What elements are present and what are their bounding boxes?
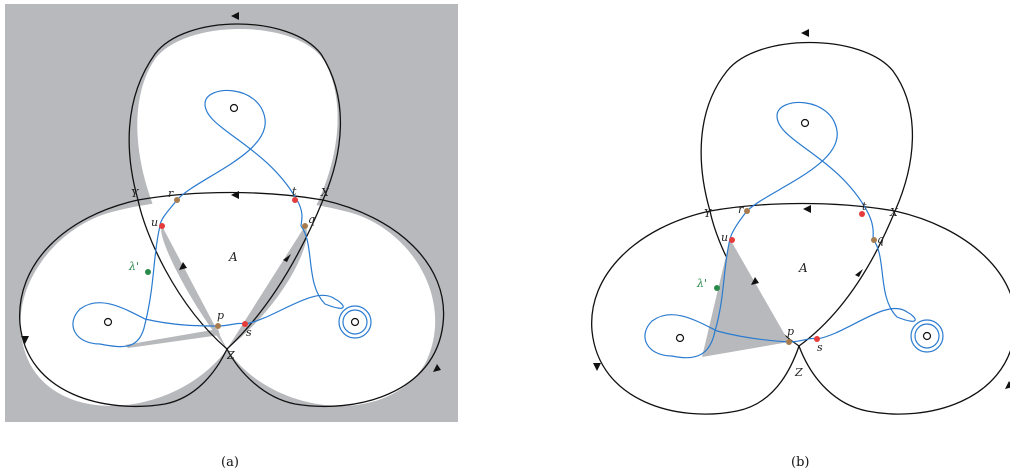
point-p	[786, 339, 792, 345]
blue-curve	[72, 89, 372, 348]
label-A: A	[228, 250, 238, 264]
panel-b: Y X Z A r t q u p s λ' (b)	[591, 29, 1010, 470]
caption-b: (b)	[791, 455, 809, 470]
puncture-top	[800, 118, 810, 128]
black-loops	[19, 23, 445, 408]
label-A: A	[798, 261, 808, 275]
label-Z: Z	[794, 366, 803, 379]
puncture-left	[103, 317, 113, 327]
orientation-arrows	[21, 12, 441, 372]
label-X: X	[320, 186, 330, 199]
label-p: p	[787, 325, 794, 338]
label-X: X	[889, 206, 899, 219]
point-t	[859, 211, 865, 217]
point-u	[729, 237, 735, 243]
label-p: p	[217, 309, 224, 322]
label-lambda: λ'	[696, 277, 707, 290]
puncture-right	[350, 317, 360, 327]
shaded-triangle	[702, 239, 789, 357]
label-t: t	[292, 185, 297, 198]
puncture-right	[922, 331, 932, 341]
label-r: r	[738, 203, 744, 216]
label-lambda: λ'	[128, 260, 139, 273]
label-q: q	[877, 233, 884, 246]
label-r: r	[168, 187, 174, 200]
label-q: q	[308, 213, 315, 226]
point-t	[292, 197, 298, 203]
puncture-top	[229, 103, 239, 113]
label-u: u	[151, 216, 158, 229]
label-s: s	[246, 326, 252, 339]
point-s	[814, 336, 820, 342]
point-lambda	[145, 269, 151, 275]
label-s: s	[817, 341, 823, 354]
shaded-sliver	[125, 329, 220, 348]
point-p	[215, 323, 221, 329]
blue-curve	[644, 101, 944, 359]
label-u: u	[721, 231, 728, 244]
point-u	[159, 223, 165, 229]
caption-a: (a)	[221, 455, 239, 470]
label-Y: Y	[704, 207, 713, 220]
label-Y: Y	[131, 187, 140, 200]
point-lambda	[714, 285, 720, 291]
point-r	[744, 208, 750, 214]
label-t: t	[862, 200, 867, 213]
panel-a: Y X Z A r t q u p s λ' (a)	[5, 4, 458, 470]
puncture-left	[675, 333, 685, 343]
point-q	[871, 237, 877, 243]
point-q	[302, 223, 308, 229]
point-r	[174, 197, 180, 203]
orientation-arrows	[593, 29, 1010, 389]
point-s	[242, 321, 248, 327]
label-Z: Z	[226, 349, 235, 362]
black-loops	[591, 41, 1010, 415]
